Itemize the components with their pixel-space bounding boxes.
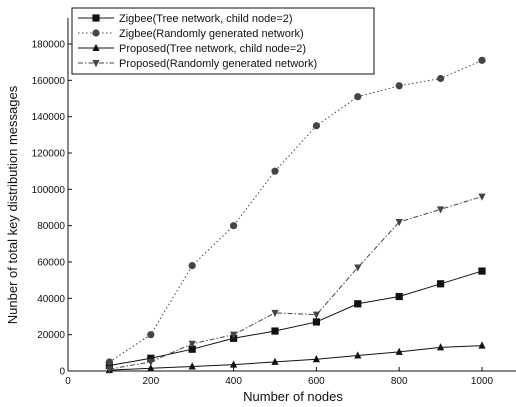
series-marker (188, 362, 196, 370)
series-marker (478, 341, 486, 349)
series-marker (188, 345, 196, 353)
series-2 (105, 56, 486, 366)
y-tick-label: 140000 (32, 112, 66, 123)
series-marker (92, 29, 100, 37)
y-tick-label: 160000 (32, 76, 66, 87)
y-tick-label: 60000 (37, 258, 65, 269)
series-marker (147, 354, 155, 362)
legend-entry: Proposed(Tree network, child node=2) (78, 43, 306, 55)
series-marker (105, 361, 113, 370)
series-marker (271, 167, 279, 175)
series-marker (271, 327, 279, 335)
series-marker (147, 364, 155, 372)
series-1 (105, 267, 486, 370)
series-marker (105, 366, 113, 374)
series-marker (395, 219, 403, 227)
series-marker (105, 358, 113, 366)
series-marker (354, 351, 362, 359)
series-marker (437, 74, 445, 83)
series-marker (437, 280, 445, 288)
series-layer (105, 56, 486, 374)
series-marker (147, 358, 155, 367)
series-marker (230, 331, 238, 339)
series-marker (437, 206, 445, 214)
series-marker (147, 331, 155, 339)
y-tick-label: 180000 (32, 40, 66, 51)
series-marker (395, 292, 403, 301)
y-tick-label: 80000 (37, 221, 65, 232)
legend: Zigbee(Tree network, child node=2) Zigbee… (71, 7, 375, 75)
series-marker (312, 311, 320, 319)
y-tick-label: 100000 (32, 185, 66, 196)
x-tick-label: 400 (225, 376, 242, 387)
series-marker (188, 262, 196, 270)
x-axis-title: Number of nodes (243, 389, 343, 404)
x-tick-label: 800 (391, 376, 408, 387)
legend-label: Zigbee(Randomly generated network) (119, 28, 304, 40)
series-marker (478, 193, 486, 201)
legend-entry: Proposed(Randomly generated network) (78, 58, 317, 70)
x-tick-label: 600 (308, 376, 325, 387)
series-marker (354, 264, 362, 272)
series-line (109, 270, 483, 367)
series-line (109, 59, 483, 363)
x-tick-label: 0 (65, 376, 71, 387)
y-tick-label: 20000 (37, 330, 65, 341)
y-axis-title: Nunber of total key distribution message… (5, 85, 20, 324)
series-marker (92, 43, 100, 51)
series-marker (312, 318, 320, 326)
x-tick-label: 200 (142, 376, 159, 387)
legend-entry: Zigbee(Randomly generated network) (78, 28, 304, 40)
series-line (109, 196, 483, 370)
series-4 (105, 193, 486, 374)
legend-box (71, 7, 375, 75)
series-marker (354, 93, 362, 101)
legend-label: Proposed(Randomly generated network) (119, 58, 317, 70)
series-3 (105, 341, 486, 374)
series-marker (478, 56, 486, 64)
y-tick-label: 0 (59, 367, 65, 378)
series-marker (312, 354, 320, 363)
series-marker (395, 347, 403, 355)
y-tick-label: 120000 (32, 149, 66, 160)
series-marker (230, 222, 238, 230)
series-marker (395, 82, 403, 90)
series-marker (312, 122, 320, 130)
series-marker (271, 357, 279, 365)
series-marker (188, 340, 196, 348)
legend-entry: Zigbee(Tree network, child node=2) (78, 13, 293, 25)
axes (67, 18, 516, 372)
series-marker (271, 309, 279, 318)
y-tick-label: 40000 (37, 294, 65, 305)
series-marker (230, 360, 238, 368)
x-tick-label: 1000 (471, 376, 494, 387)
series-marker (437, 343, 445, 351)
series-marker (92, 60, 100, 68)
series-marker (354, 300, 362, 308)
legend-label: Proposed(Tree network, child node=2) (119, 43, 306, 55)
series-marker (92, 14, 100, 22)
tick-labels: 0 200 400 600 800 1000 0 20000 40000 60000 80000 10… (32, 40, 494, 388)
legend-label: Zigbee(Tree network, child node=2) (119, 13, 293, 25)
series-marker (478, 267, 486, 275)
series-line (109, 345, 483, 371)
